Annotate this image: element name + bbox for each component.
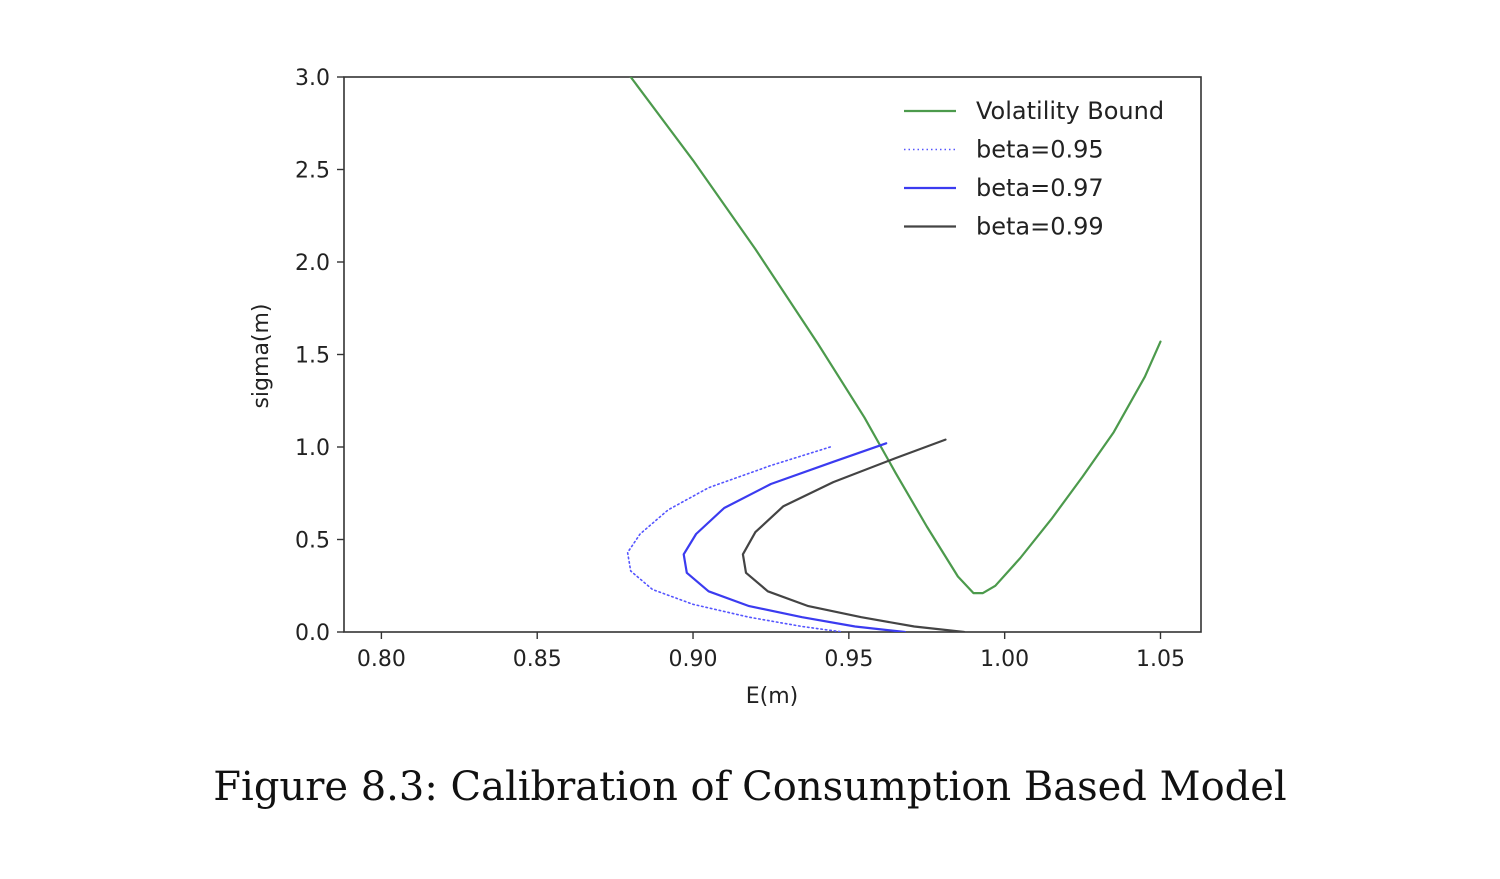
series-layer [626, 77, 1162, 632]
x-tick-label: 0.90 [669, 647, 718, 672]
legend-label: beta=0.95 [976, 136, 1104, 164]
y-tick-label: 1.0 [295, 436, 330, 461]
y-tick-label: 0.0 [295, 621, 330, 646]
x-tick-label: 1.05 [1136, 647, 1185, 672]
x-axis-ticks: 0.80 0.85 0.90 0.95 1.00 1.05 [357, 632, 1185, 672]
y-tick-label: 3.0 [295, 66, 330, 91]
x-tick-label: 0.85 [513, 647, 562, 672]
legend-label: beta=0.97 [976, 174, 1104, 202]
legend: Volatility Bound beta=0.95 beta=0.97 beta=0… [904, 97, 1164, 241]
legend-label: Volatility Bound [976, 97, 1164, 125]
series-line-beta-0-99 [741, 438, 966, 632]
plot-area: 0.80 0.85 0.90 0.95 1.00 1.05 0.0 0.5 1.0 1.5 2.0… [295, 66, 1202, 672]
x-tick-label: 1.00 [980, 647, 1029, 672]
y-tick-label: 1.5 [295, 344, 330, 369]
y-axis-label: sigma(m) [249, 303, 274, 408]
series-line-volatility-bound [629, 77, 1162, 595]
y-axis-ticks: 0.0 0.5 1.0 1.5 2.0 2.5 3.0 [295, 66, 344, 646]
x-tick-label: 0.80 [357, 647, 406, 672]
legend-label: beta=0.99 [976, 213, 1104, 241]
series-line-beta-0-97 [682, 442, 907, 632]
figure-caption: Figure 8.3: Calibration of Consumption B… [213, 764, 1286, 810]
x-tick-label: 0.95 [824, 647, 873, 672]
y-tick-label: 2.5 [295, 159, 330, 184]
x-axis-label: E(m) [746, 684, 799, 709]
y-tick-label: 0.5 [295, 529, 330, 554]
series-line-beta-0-95 [626, 446, 844, 632]
y-tick-label: 2.0 [295, 251, 330, 276]
